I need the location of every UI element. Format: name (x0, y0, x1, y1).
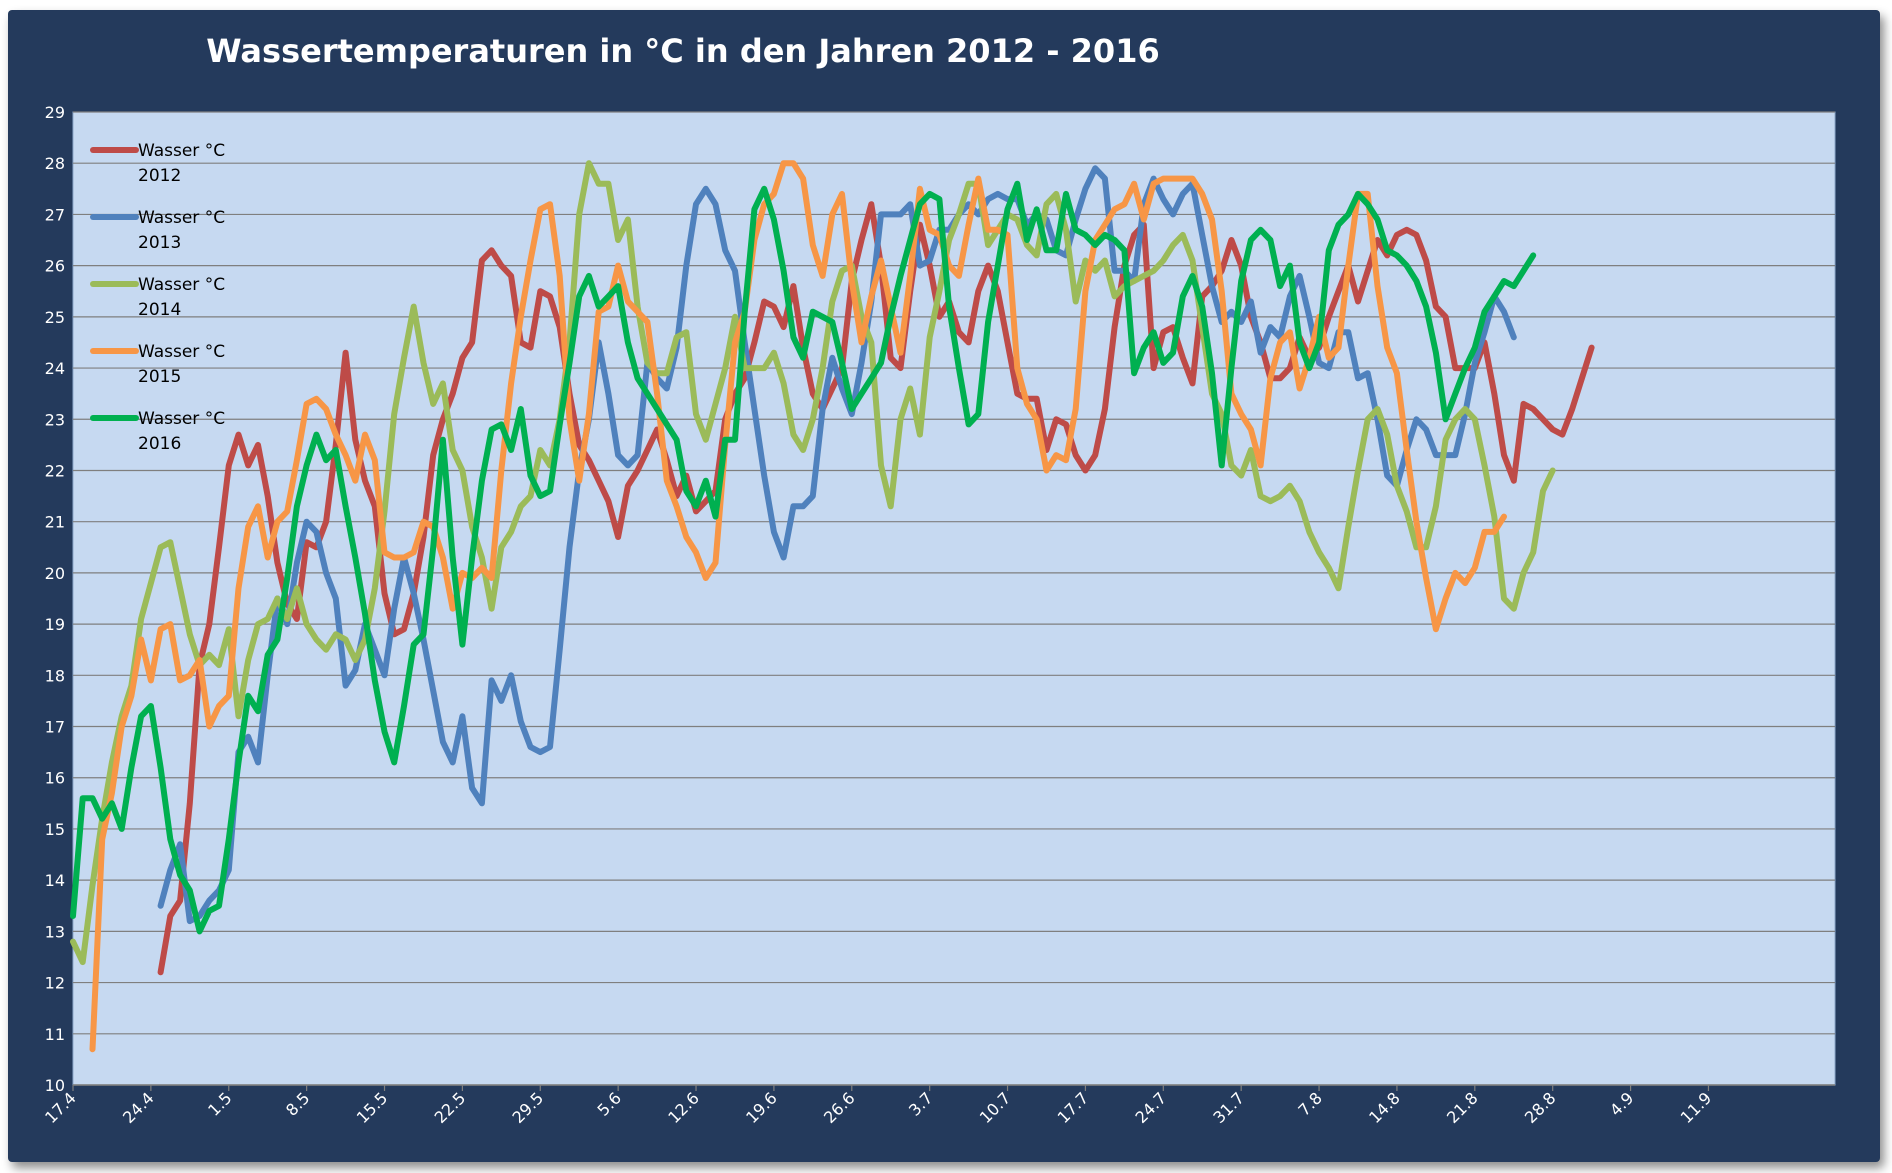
y-tick-label: 22 (45, 461, 65, 480)
x-tick-label: 31.7 (1209, 1088, 1248, 1127)
x-tick-label: 1.5 (204, 1088, 235, 1119)
x-tick-label: 28.8 (1521, 1088, 1560, 1127)
y-tick-label: 28 (45, 154, 65, 173)
x-tick-label: 21.8 (1443, 1088, 1482, 1127)
x-tick-label: 4.9 (1606, 1088, 1637, 1119)
y-tick-label: 23 (45, 410, 65, 429)
y-tick-label: 25 (45, 308, 65, 327)
y-tick-label: 18 (45, 666, 65, 685)
x-tick-label: 11.9 (1677, 1088, 1716, 1127)
y-tick-label: 14 (45, 871, 65, 890)
x-tick-label: 24.7 (1132, 1088, 1171, 1127)
legend-label-year: 2014 (138, 300, 181, 320)
legend-label: Wasser °C (138, 409, 225, 429)
y-tick-label: 29 (45, 103, 65, 122)
y-tick-label: 24 (45, 359, 65, 378)
y-tick-label: 19 (45, 615, 65, 634)
x-tick-label: 8.5 (282, 1088, 313, 1119)
x-tick-label: 26.6 (820, 1088, 859, 1127)
legend-label: Wasser °C (138, 342, 225, 362)
y-tick-label: 15 (45, 820, 65, 839)
x-tick-label: 19.6 (742, 1088, 781, 1127)
legend-label-year: 2012 (138, 166, 181, 186)
y-tick-label: 16 (45, 769, 65, 788)
series-line-1 (157, 165, 1517, 925)
x-tick-label: 22.5 (431, 1088, 470, 1127)
y-tick-label: 13 (45, 922, 65, 941)
x-tick-label: 15.5 (353, 1088, 392, 1127)
y-tick-label: 11 (45, 1025, 65, 1044)
y-tick-label: 10 (45, 1076, 65, 1095)
y-tick-label: 21 (45, 513, 65, 532)
legend-label: Wasser °C (138, 208, 225, 228)
legend-label-year: 2016 (138, 434, 181, 454)
y-tick-label: 27 (45, 205, 65, 224)
x-tick-label: 12.6 (664, 1088, 703, 1127)
x-tick-label: 7.8 (1294, 1088, 1325, 1119)
y-tick-label: 17 (45, 718, 65, 737)
legend-label-year: 2013 (138, 233, 181, 253)
x-tick-label: 10.7 (976, 1088, 1015, 1127)
x-tick-label: 3.7 (905, 1088, 936, 1119)
series-line-3 (89, 160, 1507, 1053)
x-tick-label: 24.4 (119, 1088, 158, 1127)
x-tick-label: 29.5 (508, 1088, 547, 1127)
y-tick-label: 12 (45, 974, 65, 993)
legend-label: Wasser °C (138, 141, 225, 161)
y-tick-label: 26 (45, 257, 65, 276)
x-tick-label: 14.8 (1365, 1088, 1404, 1127)
y-tick-label: 20 (45, 564, 65, 583)
chart-title: Wassertemperaturen in °C in den Jahren 2… (206, 32, 1160, 70)
series-line-2 (70, 160, 1556, 966)
x-tick-label: 5.6 (594, 1088, 625, 1119)
series-line-4 (70, 180, 1537, 935)
x-tick-label: 17.7 (1054, 1088, 1093, 1127)
legend-label: Wasser °C (138, 275, 225, 295)
legend-label-year: 2015 (138, 367, 181, 387)
